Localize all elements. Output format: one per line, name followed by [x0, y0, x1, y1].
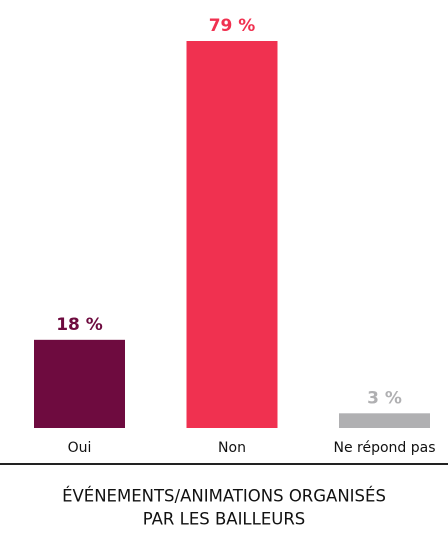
chart-title: PAR LES BAILLEURS [143, 510, 306, 529]
value-label: 79 % [209, 16, 256, 36]
value-label: 18 % [56, 315, 103, 335]
chart-title: ÉVÉNEMENTS/ANIMATIONS ORGANISÉS [62, 487, 386, 506]
x-tick-label: Ne répond pas [333, 440, 435, 456]
value-label: 3 % [367, 388, 402, 408]
bar [34, 339, 125, 428]
bar [339, 413, 430, 428]
x-tick-label: Non [218, 440, 246, 456]
x-tick-label: Oui [68, 440, 92, 456]
bar [186, 41, 278, 428]
